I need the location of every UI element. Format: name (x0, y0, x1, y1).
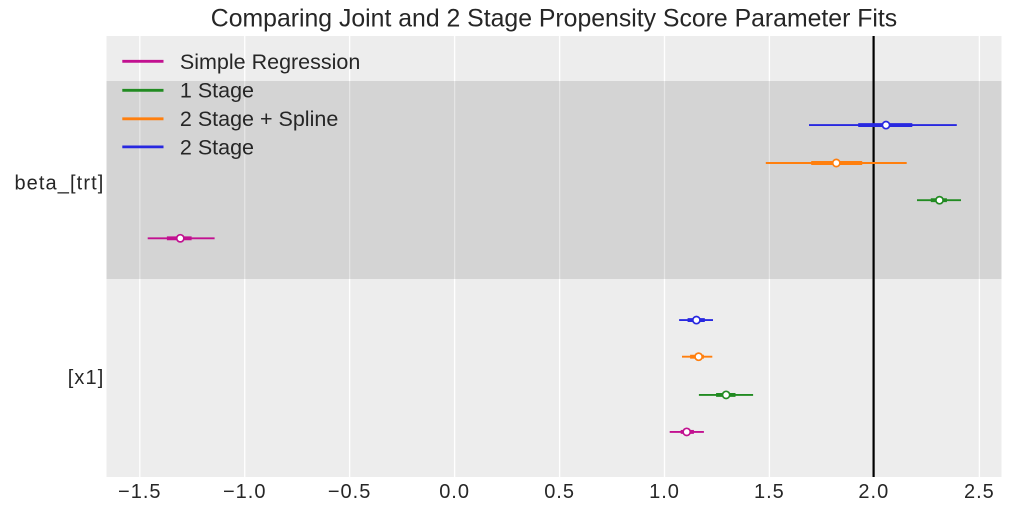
svg-text:−0.5: −0.5 (328, 481, 371, 503)
svg-text:1.0: 1.0 (649, 481, 680, 503)
svg-text:Comparing Joint and 2 Stage Pr: Comparing Joint and 2 Stage Propensity S… (211, 6, 897, 33)
svg-text:2.0: 2.0 (858, 481, 889, 503)
svg-text:2 Stage + Spline: 2 Stage + Spline (180, 107, 338, 131)
svg-text:1 Stage: 1 Stage (180, 78, 254, 102)
svg-text:Simple Regression: Simple Regression (180, 50, 360, 74)
svg-text:beta_[trt]: beta_[trt] (14, 173, 104, 195)
svg-text:1.5: 1.5 (754, 481, 785, 503)
svg-text:0.0: 0.0 (439, 481, 470, 503)
svg-text:−1.0: −1.0 (223, 481, 266, 503)
svg-text:2 Stage: 2 Stage (180, 135, 254, 159)
svg-text:0.5: 0.5 (544, 481, 575, 503)
svg-text:[x1]: [x1] (68, 367, 105, 389)
svg-text:−1.5: −1.5 (118, 481, 161, 503)
svg-text:2.5: 2.5 (964, 481, 995, 503)
